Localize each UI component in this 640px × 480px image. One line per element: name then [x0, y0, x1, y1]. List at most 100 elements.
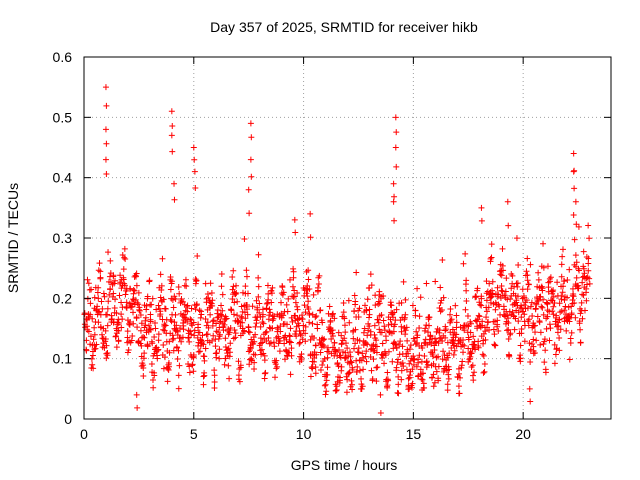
- data-point: [291, 293, 298, 300]
- data-point: [480, 352, 487, 359]
- data-point: [500, 267, 507, 274]
- data-point: [558, 261, 565, 268]
- data-point: [542, 347, 549, 354]
- data-point: [329, 332, 336, 339]
- data-point: [146, 278, 153, 285]
- data-point: [205, 324, 212, 331]
- data-point: [233, 282, 240, 289]
- data-point: [426, 322, 433, 329]
- data-point: [155, 302, 162, 309]
- data-point: [241, 235, 248, 242]
- data-point: [491, 331, 498, 338]
- data-point: [465, 336, 472, 343]
- data-point: [251, 338, 258, 345]
- data-point: [200, 381, 207, 388]
- data-point: [230, 311, 237, 318]
- data-point: [211, 372, 218, 379]
- x-tick-label: 10: [296, 426, 312, 442]
- data-point: [394, 359, 401, 366]
- data-point: [226, 375, 233, 382]
- data-point: [416, 324, 423, 331]
- data-point: [395, 381, 402, 388]
- data-point: [542, 369, 549, 376]
- data-point: [280, 312, 287, 319]
- data-point: [550, 287, 557, 294]
- data-point: [150, 384, 157, 391]
- data-point: [366, 314, 373, 321]
- data-point: [97, 311, 104, 318]
- data-point: [569, 285, 576, 292]
- data-point: [192, 306, 199, 313]
- data-point: [106, 291, 113, 298]
- data-point: [477, 301, 484, 308]
- data-point: [570, 168, 577, 175]
- data-point: [391, 309, 398, 316]
- data-point: [423, 280, 430, 287]
- data-point: [280, 289, 287, 296]
- data-point: [104, 305, 111, 312]
- data-point: [303, 290, 310, 297]
- data-point: [524, 286, 531, 293]
- data-point: [266, 306, 273, 313]
- data-point: [399, 360, 406, 367]
- data-point: [265, 290, 272, 297]
- data-point: [349, 366, 356, 373]
- data-point: [218, 283, 225, 290]
- data-point: [344, 345, 351, 352]
- data-point: [481, 360, 488, 367]
- data-point: [341, 315, 348, 322]
- data-point: [317, 366, 324, 373]
- data-point: [427, 332, 434, 339]
- data-point: [270, 339, 277, 346]
- data-point: [366, 306, 373, 313]
- data-point: [517, 358, 524, 365]
- data-point: [527, 261, 534, 268]
- data-point: [507, 330, 514, 337]
- y-tick-label: 0: [64, 411, 72, 427]
- data-point: [554, 323, 561, 330]
- data-point: [583, 297, 590, 304]
- data-point: [475, 344, 482, 351]
- data-point: [370, 356, 377, 363]
- data-point: [104, 322, 111, 329]
- data-point: [448, 316, 455, 323]
- data-point: [245, 324, 252, 331]
- data-point: [502, 313, 509, 320]
- data-point: [177, 325, 184, 332]
- data-point: [297, 330, 304, 337]
- data-point: [121, 245, 128, 252]
- data-point: [390, 198, 397, 205]
- data-point: [540, 311, 547, 318]
- data-point: [259, 306, 266, 313]
- data-point: [352, 301, 359, 308]
- y-tick-label: 0.6: [53, 49, 73, 65]
- data-point: [235, 358, 242, 365]
- data-point: [214, 310, 221, 317]
- data-point: [160, 341, 167, 348]
- data-point: [212, 343, 219, 350]
- data-point: [517, 342, 524, 349]
- data-point: [158, 282, 165, 289]
- data-point: [259, 339, 266, 346]
- data-point: [221, 361, 228, 368]
- data-point: [83, 323, 90, 330]
- data-point: [494, 284, 501, 291]
- data-point: [142, 317, 149, 324]
- data-point: [119, 316, 126, 323]
- data-point: [161, 354, 168, 361]
- data-point: [563, 327, 570, 334]
- data-point: [105, 298, 112, 305]
- data-point: [93, 341, 100, 348]
- data-point: [541, 336, 548, 343]
- data-point: [409, 380, 416, 387]
- data-point: [414, 332, 421, 339]
- data-point: [577, 326, 584, 333]
- data-point: [409, 366, 416, 373]
- data-point: [422, 325, 429, 332]
- data-point: [168, 318, 175, 325]
- data-point: [178, 295, 185, 302]
- data-point: [488, 254, 495, 261]
- data-point: [378, 311, 385, 318]
- data-point: [461, 342, 468, 349]
- data-point: [474, 287, 481, 294]
